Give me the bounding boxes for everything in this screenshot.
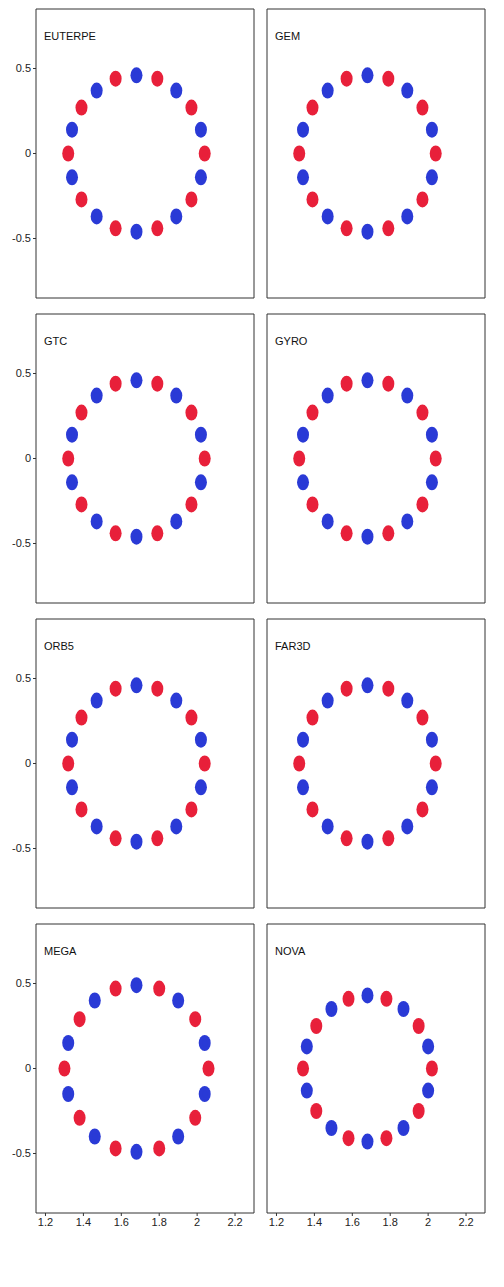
html-text:GTC: GTC: [44, 335, 68, 347]
svg-text:1.6: 1.6: [114, 1216, 129, 1228]
svg-text:0: 0: [25, 1062, 31, 1074]
svg-text:2.2: 2.2: [227, 1216, 242, 1228]
svg-text:0: 0: [25, 147, 31, 159]
html-text:NOVA: NOVA: [275, 945, 306, 957]
svg-text:2: 2: [194, 1216, 200, 1228]
svg-text:1.8: 1.8: [383, 1216, 398, 1228]
svg-text:0.5: 0.5: [16, 367, 31, 379]
svg-text:1.2: 1.2: [269, 1216, 284, 1228]
svg-text:0.5: 0.5: [16, 672, 31, 684]
html-text:EUTERPE: EUTERPE: [44, 30, 96, 42]
svg-text:0: 0: [25, 452, 31, 464]
svg-text:-0.5: -0.5: [12, 232, 31, 244]
svg-text:0.5: 0.5: [16, 62, 31, 74]
svg-text:0: 0: [25, 757, 31, 769]
svg-text:-0.5: -0.5: [12, 842, 31, 854]
svg-text:1.8: 1.8: [152, 1216, 167, 1228]
svg-text:2: 2: [425, 1216, 431, 1228]
svg-text:-0.5: -0.5: [12, 1147, 31, 1159]
svg-text:2.2: 2.2: [458, 1216, 473, 1228]
svg-text:1.4: 1.4: [76, 1216, 91, 1228]
svg-text:0.5: 0.5: [16, 977, 31, 989]
html-text:MEGA: MEGA: [44, 945, 77, 957]
svg-text:1.2: 1.2: [38, 1216, 53, 1228]
html-text:GYRO: GYRO: [275, 335, 308, 347]
html-text:GEM: GEM: [275, 30, 301, 42]
svg-text:-0.5: -0.5: [12, 537, 31, 549]
html-text:FAR3D: FAR3D: [275, 640, 311, 652]
html-text:ORB5: ORB5: [44, 640, 74, 652]
svg-text:1.6: 1.6: [345, 1216, 360, 1228]
svg-text:1.4: 1.4: [307, 1216, 322, 1228]
